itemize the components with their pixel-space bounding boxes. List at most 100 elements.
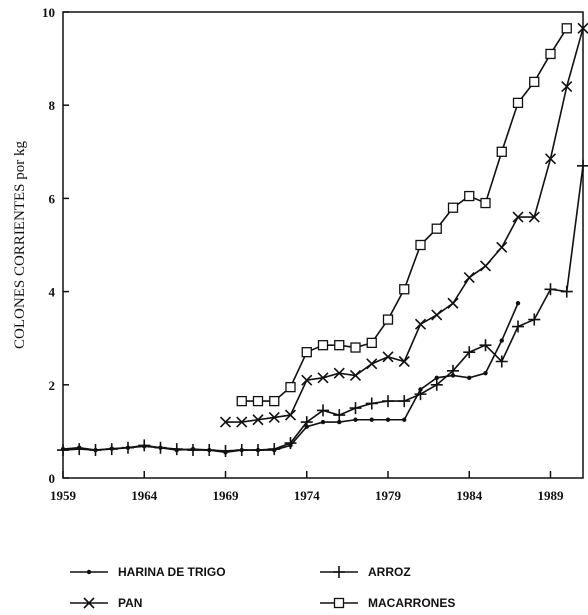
marker-square — [236, 395, 247, 407]
legend-item: MACARRONES — [320, 596, 455, 610]
marker-square — [269, 395, 280, 407]
marker-cross — [317, 372, 329, 384]
x-tick-label: 1964 — [131, 488, 158, 503]
marker-plus — [528, 313, 541, 326]
marker-cross — [252, 414, 264, 426]
marker-dot — [337, 419, 342, 425]
marker-plus — [252, 444, 264, 457]
x-tick-label: 1979 — [375, 488, 402, 503]
series-line — [241, 27, 568, 402]
marker-plus — [560, 285, 573, 298]
marker-square — [561, 23, 572, 34]
marker-cross — [333, 367, 345, 379]
marker-plus — [138, 439, 151, 452]
marker-dot — [353, 417, 358, 422]
marker-square — [301, 347, 312, 358]
marker-square — [415, 239, 426, 251]
marker-cross — [512, 211, 524, 223]
marker-plus — [73, 443, 86, 456]
x-tick-label: 1974 — [294, 488, 321, 503]
x-tick-label: 1984 — [456, 488, 483, 503]
marker-cross — [447, 297, 459, 309]
marker-plus — [268, 443, 281, 456]
marker-square — [447, 202, 459, 213]
series-line — [62, 302, 519, 454]
marker-square — [529, 76, 540, 88]
marker-plus — [447, 364, 459, 377]
marker-cross — [577, 22, 588, 34]
x-tick-label: 1989 — [538, 488, 565, 503]
legend-item: HARINA DE TRIGO — [70, 565, 226, 579]
marker-square — [285, 381, 296, 393]
marker-plus — [203, 444, 216, 457]
marker-plus — [284, 437, 297, 450]
marker-plus — [333, 566, 345, 578]
plot-frame — [62, 11, 584, 479]
marker-square — [431, 223, 442, 234]
x-tick-label: 1969 — [213, 488, 240, 503]
legend-label: PAN — [118, 596, 142, 610]
marker-square — [480, 197, 491, 209]
marker-cross — [544, 153, 557, 165]
marker-cross — [414, 318, 427, 330]
y-tick-label: 4 — [49, 285, 56, 300]
marker-square — [366, 337, 377, 349]
marker-plus — [365, 397, 378, 410]
marker-plus — [479, 339, 492, 352]
y-tick-label: 0 — [49, 471, 56, 486]
marker-dot — [434, 375, 439, 381]
marker-plus — [122, 441, 134, 454]
marker-plus — [89, 444, 102, 457]
marker-cross — [463, 272, 475, 284]
marker-plus — [170, 443, 183, 456]
marker-plus — [398, 395, 411, 408]
marker-square — [464, 190, 475, 202]
marker-square — [512, 97, 524, 109]
marker-cross — [83, 597, 95, 609]
marker-plus — [544, 283, 557, 296]
legend-label: ARROZ — [368, 565, 411, 579]
marker-plus — [333, 409, 346, 422]
marker-plus — [430, 378, 443, 391]
marker-cross — [219, 416, 232, 428]
marker-dot — [402, 417, 407, 422]
marker-dot — [515, 301, 521, 306]
legend-label: MACARRONES — [368, 596, 455, 610]
marker-square — [333, 597, 345, 609]
marker-square — [382, 314, 394, 325]
legend-item: PAN — [70, 596, 142, 610]
y-tick-label: 2 — [49, 378, 56, 393]
marker-plus — [495, 355, 508, 368]
marker-square — [545, 48, 556, 60]
marker-plus — [154, 441, 167, 454]
marker-square — [252, 395, 264, 407]
marker-plus — [219, 444, 232, 457]
y-tick-label: 10 — [42, 5, 55, 20]
x-tick-label: 1959 — [50, 488, 77, 503]
marker-plus — [187, 444, 199, 457]
marker-dot — [467, 375, 472, 381]
marker-square — [399, 284, 410, 295]
marker-plus — [300, 416, 313, 429]
y-tick-label: 8 — [49, 98, 56, 113]
marker-plus — [349, 402, 362, 415]
marker-plus — [235, 444, 248, 457]
marker-cross — [382, 351, 394, 363]
marker-cross — [398, 355, 410, 368]
marker-plus — [577, 159, 588, 172]
y-axis-label: COLONES CORRIENTES por kg — [12, 141, 28, 349]
legend-item: ARROZ — [320, 565, 411, 579]
marker-cross — [561, 80, 573, 93]
marker-dot — [499, 338, 504, 343]
marker-cross — [349, 369, 362, 382]
marker-plus — [382, 395, 394, 408]
y-tick-label: 6 — [49, 191, 56, 206]
marker-plus — [414, 388, 427, 401]
marker-cross — [366, 358, 378, 370]
marker-cross — [528, 211, 540, 223]
marker-cross — [479, 260, 492, 272]
marker-square — [334, 340, 345, 351]
marker-plus — [317, 404, 329, 417]
marker-dot — [86, 569, 92, 575]
